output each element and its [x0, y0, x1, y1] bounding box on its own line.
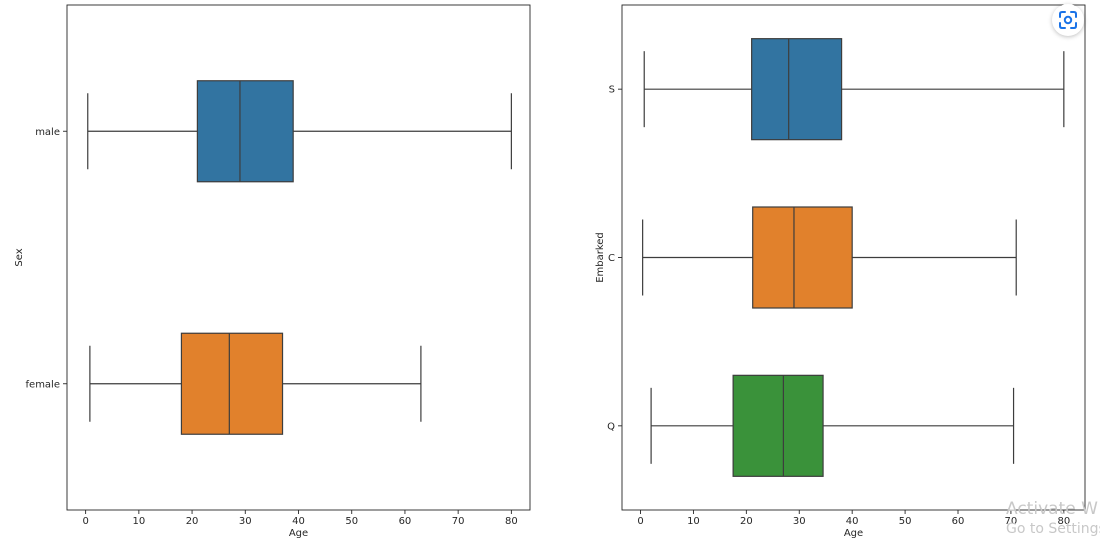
- watermark-line-1: Activate W: [1006, 499, 1098, 519]
- box-female: [180, 332, 284, 435]
- chart-sex-vs-age: 0 10 20 30 40 50 60 70 80 Age Sex male female: [14, 4, 531, 539]
- box-s: [751, 38, 843, 141]
- y-axis-label: Embarked: [595, 232, 606, 283]
- y-axis-label: Sex: [14, 248, 25, 266]
- x-tick-label: 80: [505, 516, 518, 527]
- x-tick-label: 20: [186, 516, 199, 527]
- watermark-line-2: Go to Settings: [1006, 521, 1100, 537]
- x-tick-label: 0: [82, 516, 88, 527]
- x-tick-label: 50: [345, 516, 358, 527]
- plot-frame: [66, 4, 531, 511]
- x-axis-label: Age: [289, 528, 308, 539]
- y-tick-label-male: male: [35, 127, 60, 138]
- box-q: [732, 374, 824, 477]
- activation-watermark: Activate W Go to Settings: [1006, 498, 1100, 538]
- box-male: [196, 80, 294, 183]
- box-c: [752, 206, 853, 309]
- x-tick-label: 10: [687, 516, 700, 527]
- x-tick-label: 0: [637, 516, 643, 527]
- x-tick-label: 40: [846, 516, 859, 527]
- y-tick-label-c: C: [608, 253, 615, 264]
- x-tick-label: 50: [899, 516, 912, 527]
- x-tick-label: 80: [1057, 516, 1070, 527]
- y-tick-label-q: Q: [607, 421, 615, 432]
- x-tick-label: 20: [740, 516, 753, 527]
- google-lens-button[interactable]: [1052, 4, 1084, 36]
- x-tick-label: 40: [292, 516, 305, 527]
- x-tick-label: 70: [452, 516, 465, 527]
- x-tick-label: 30: [239, 516, 252, 527]
- x-tick-label: 70: [1005, 516, 1018, 527]
- y-tick-label-female: female: [26, 379, 60, 390]
- x-tick-label: 60: [952, 516, 965, 527]
- x-tick-label: 60: [399, 516, 412, 527]
- x-axis-label: Age: [844, 528, 863, 539]
- y-tick-label-s: S: [609, 85, 615, 96]
- chart-embarked-vs-age: 0 10 20 30 40 50 60 70 80 Age Embarked S C Q: [595, 4, 1086, 539]
- google-lens-icon: [1059, 11, 1077, 29]
- x-tick-label: 30: [793, 516, 806, 527]
- x-tick-label: 10: [132, 516, 145, 527]
